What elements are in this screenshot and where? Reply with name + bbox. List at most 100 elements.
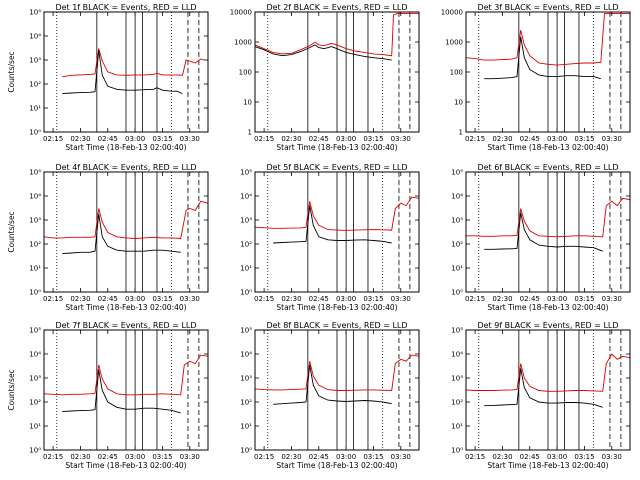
x-tick-label: 02:45 xyxy=(309,135,329,143)
x-tick-label: 02:30 xyxy=(281,135,301,143)
x-tick-label: 03:00 xyxy=(125,295,145,303)
x-tick-label: 03:15 xyxy=(363,453,383,461)
chart-panel-1: Det 1f BLACK = Events, RED = LLD 10⁰ 10¹ 10… xyxy=(7,3,209,152)
x-tick-label: 02:45 xyxy=(309,453,329,461)
x-tick-label: 03:15 xyxy=(152,453,172,461)
x-tick-label: 03:30 xyxy=(180,135,200,143)
y-tick-label: 10³ xyxy=(240,375,252,383)
series-line-lld xyxy=(43,200,209,239)
x-tick-label: 03:15 xyxy=(152,295,172,303)
plot-frame xyxy=(465,329,631,451)
x-tick-label: 02:30 xyxy=(492,453,512,461)
y-tick-label: 10³ xyxy=(29,217,41,225)
y-tick-label: 10⁵ xyxy=(451,169,463,177)
x-tick-label: 02:30 xyxy=(281,453,301,461)
y-tick-label: 10000 xyxy=(230,9,252,17)
y-tick-label: 10⁰ xyxy=(240,289,252,297)
y-tick-label: 10² xyxy=(451,241,463,249)
x-tick-label: 02:30 xyxy=(70,295,90,303)
chart-panel-8: Det 8f BLACK = Events, RED = LLD 10⁰ 10¹ 10… xyxy=(240,321,420,470)
series-line-events xyxy=(62,369,181,414)
y-tick-label: 10 xyxy=(243,99,252,107)
chart-panel-3: Det 3f BLACK = Events, RED = LLD 1 10 100 10… xyxy=(441,3,631,152)
y-tick-label: 10² xyxy=(240,241,252,249)
y-tick-label: 10³ xyxy=(451,375,463,383)
x-tick-label: 03:00 xyxy=(336,135,356,143)
x-tick-label: 02:30 xyxy=(70,135,90,143)
x-axis-label: Start Time (18-Feb-13 02:00:40) xyxy=(276,143,397,152)
x-tick-label: 03:00 xyxy=(125,453,145,461)
y-tick-label: 10² xyxy=(451,399,463,407)
chart-title: Det 1f BLACK = Events, RED = LLD xyxy=(55,3,196,12)
x-tick-label: 02:30 xyxy=(70,453,90,461)
y-tick-label: 10⁰ xyxy=(29,289,41,297)
series-line-events xyxy=(62,213,181,255)
y-tick-label: 1 xyxy=(248,129,252,137)
series-line-events xyxy=(273,364,392,405)
x-tick-label: 03:15 xyxy=(363,135,383,143)
x-axis-label: Start Time (18-Feb-13 02:00:40) xyxy=(276,461,397,470)
y-tick-label: 100 xyxy=(239,69,252,77)
series-line-events xyxy=(484,36,601,80)
y-tick-label: 10⁵ xyxy=(240,169,252,177)
series-line-lld xyxy=(62,48,205,78)
chart-panel-7: Det 7f BLACK = Events, RED = LLD 10⁰ 10¹ 10… xyxy=(7,321,209,470)
y-tick-label: 1000 xyxy=(445,39,463,47)
chart-panel-6: Det 6f BLACK = Events, RED = LLD 10⁰ 10¹ 10… xyxy=(451,163,631,312)
x-tick-label: 02:30 xyxy=(492,135,512,143)
plot-frame xyxy=(465,171,631,293)
chart-panel-4: Det 4f BLACK = Events, RED = LLD 10⁰ 10¹ 10… xyxy=(7,163,209,312)
x-tick-label: 02:15 xyxy=(254,453,274,461)
x-tick-label: 03:15 xyxy=(152,135,172,143)
chart-panel-2: Det 2f BLACK = Events, RED = LLD 1 10 100 10… xyxy=(230,3,420,152)
y-tick-label: 10⁴ xyxy=(451,193,463,201)
chart-title: Det 7f BLACK = Events, RED = LLD xyxy=(55,321,196,330)
x-axis-label: Start Time (18-Feb-13 02:00:40) xyxy=(487,461,608,470)
y-tick-label: 1000 xyxy=(234,39,252,47)
x-tick-label: 03:00 xyxy=(336,453,356,461)
x-tick-label: 02:45 xyxy=(309,295,329,303)
chart-panel-5: Det 5f BLACK = Events, RED = LLD 10⁰ 10¹ 10… xyxy=(240,163,420,312)
y-tick-label: 10⁰ xyxy=(451,289,463,297)
x-tick-label: 02:15 xyxy=(465,295,485,303)
y-tick-label: 100 xyxy=(450,69,463,77)
y-axis-label: Counts/sec xyxy=(7,51,16,92)
y-tick-label: 10² xyxy=(29,399,41,407)
x-axis-label: Start Time (18-Feb-13 02:00:40) xyxy=(276,303,397,312)
x-tick-label: 03:00 xyxy=(125,135,145,143)
x-axis-label: Start Time (18-Feb-13 02:00:40) xyxy=(65,143,186,152)
x-tick-label: 02:30 xyxy=(492,295,512,303)
y-tick-label: 10 xyxy=(454,99,463,107)
x-tick-label: 03:30 xyxy=(391,135,411,143)
y-tick-label: 10² xyxy=(29,81,41,89)
x-tick-label: 03:30 xyxy=(602,295,622,303)
series-line-lld xyxy=(466,197,631,238)
y-tick-label: 10⁴ xyxy=(451,351,463,359)
y-tick-label: 10³ xyxy=(451,217,463,225)
x-tick-label: 02:45 xyxy=(98,453,118,461)
plot-frame xyxy=(254,171,420,293)
x-tick-label: 03:15 xyxy=(574,295,594,303)
series-line-events xyxy=(273,205,392,244)
y-tick-label: 10⁴ xyxy=(240,193,252,201)
y-tick-label: 1 xyxy=(459,129,463,137)
y-tick-label: 10⁴ xyxy=(29,193,41,201)
plot-frame xyxy=(43,329,209,451)
y-tick-label: 10¹ xyxy=(29,105,41,113)
series-line-events xyxy=(484,212,603,252)
x-axis-label: Start Time (18-Feb-13 02:00:40) xyxy=(487,303,608,312)
y-tick-label: 10⁴ xyxy=(240,351,252,359)
x-tick-label: 02:15 xyxy=(465,135,485,143)
y-tick-label: 10³ xyxy=(29,57,41,65)
chart-title: Det 4f BLACK = Events, RED = LLD xyxy=(55,163,196,172)
series-line-events xyxy=(484,368,603,408)
y-tick-label: 10⁵ xyxy=(29,169,41,177)
y-tick-label: 10¹ xyxy=(240,423,252,431)
y-tick-label: 10¹ xyxy=(240,265,252,273)
x-tick-label: 02:45 xyxy=(98,295,118,303)
y-axis-label: Counts/sec xyxy=(7,369,16,410)
x-tick-label: 02:15 xyxy=(465,453,485,461)
x-tick-label: 02:15 xyxy=(43,453,63,461)
x-tick-label: 03:30 xyxy=(180,453,200,461)
y-tick-label: 10⁰ xyxy=(29,447,41,455)
